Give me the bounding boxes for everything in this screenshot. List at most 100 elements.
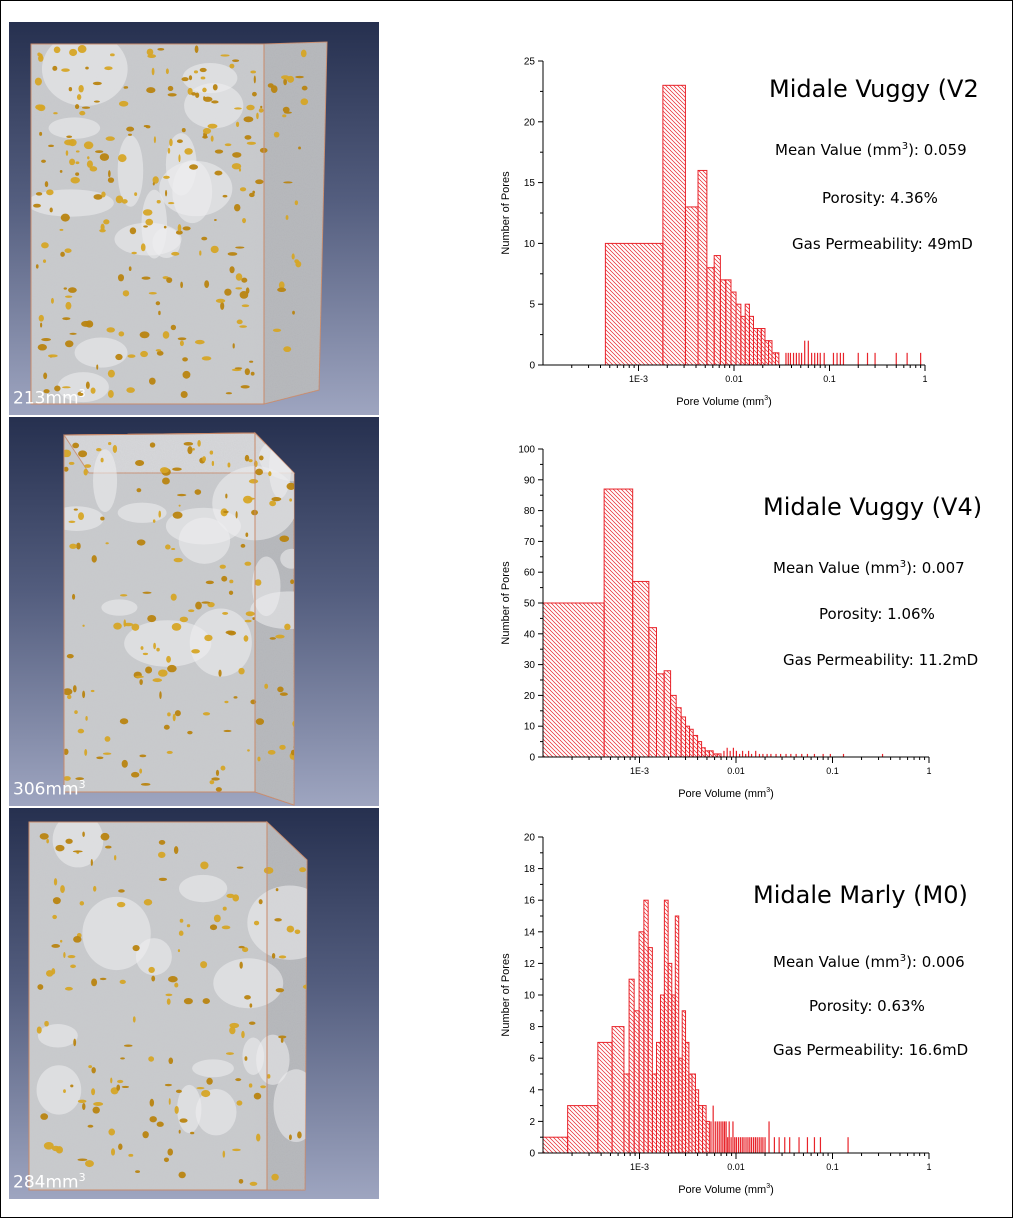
histogram-bar	[760, 328, 766, 366]
histogram-bar	[643, 899, 649, 1154]
axes: 0 2 4 6 8 10 12 14 16 18 20 1E-3 0.01 0.1 1 Pore Volume…	[500, 833, 932, 1197]
y-tick-label: 0	[529, 361, 535, 372]
histogram-bar	[662, 84, 686, 366]
x-tick-label: 1E-3	[630, 1162, 649, 1172]
y-tick-label: 18	[524, 864, 536, 875]
y-tick-label: 20	[524, 117, 536, 128]
histogram-bar	[674, 915, 680, 1154]
y-axis-title: Number of Pores	[500, 171, 512, 255]
y-tick-label: 10	[524, 991, 536, 1002]
pore-network	[36, 831, 307, 1186]
histogram-bar	[756, 328, 762, 366]
volume-label: 284mm3	[13, 1171, 86, 1193]
sample-name: Midale Vuggy (V4)	[763, 493, 983, 521]
histogram-bar	[659, 994, 665, 1154]
histogram-bar	[628, 978, 635, 1154]
histogram-bar	[611, 1026, 625, 1154]
rock-core-render-v2: 213mm3	[9, 22, 379, 415]
histogram-bar	[698, 1105, 704, 1154]
bars	[604, 84, 922, 366]
y-tick-label: 20	[524, 691, 536, 702]
x-tick-label: 1E-3	[629, 374, 648, 384]
y-tick-label: 0	[529, 1149, 535, 1160]
histogram-bar	[632, 580, 650, 758]
histogram-svg: 0 5 10 15 20 25 1E-3 0.01 0.1 1 Pore Volume (mm3) N…	[500, 57, 928, 409]
mean-value: Mean Value (mm3): 0.006	[773, 953, 965, 971]
histogram-bar	[680, 716, 687, 758]
rock-core-image	[30, 41, 328, 405]
gas-permeability: Gas Permeability: 49mD	[792, 235, 973, 253]
histogram-bar	[663, 899, 669, 1154]
x-axis-title: Pore Volume (mm3)	[678, 787, 774, 800]
histogram-bar	[651, 1073, 657, 1154]
histogram-bar	[670, 694, 677, 758]
y-tick-label: 40	[524, 629, 536, 640]
y-axis-title: Number of Pores	[500, 561, 512, 645]
histogram-bar	[706, 267, 715, 366]
rock-core-render-m0: 284mm3	[9, 808, 379, 1199]
histogram-bar	[708, 750, 714, 758]
y-tick-label: 70	[524, 537, 536, 548]
histogram-bar	[604, 242, 664, 366]
porosity: Porosity: 4.36%	[822, 189, 938, 207]
mean-value: Mean Value (mm3): 0.007	[773, 559, 965, 577]
gas-permeability: Gas Permeability: 16.6mD	[773, 1041, 969, 1059]
x-tick-label: 0.1	[826, 766, 839, 776]
y-axis-title: Number of Pores	[500, 953, 512, 1037]
histogram-bar	[597, 1041, 613, 1154]
histogram-bar	[681, 1010, 687, 1154]
y-tick-label: 20	[524, 833, 536, 844]
volume-label: 213mm3	[13, 387, 86, 409]
axes: 0 10 20 30 40 50 60 70 80 90 100 1E-3 0.01 0.1 1 Pore V…	[500, 445, 932, 801]
histogram-bar	[684, 206, 699, 366]
x-tick-label: 0.01	[727, 1162, 745, 1172]
porosity: Porosity: 0.63%	[809, 997, 925, 1015]
histogram-bar	[691, 1073, 696, 1154]
y-tick-label: 100	[518, 445, 535, 456]
histogram-bar	[655, 673, 665, 758]
histogram-bar	[623, 1073, 630, 1154]
x-axis-title: Pore Volume (mm3)	[676, 395, 772, 408]
x-tick-label: 0.01	[727, 766, 745, 776]
x-tick-label: 1	[926, 766, 931, 776]
y-tick-label: 16	[524, 896, 536, 907]
histogram-bar	[667, 962, 673, 1154]
y-tick-label: 80	[524, 506, 536, 517]
y-tick-label: 50	[524, 599, 536, 610]
histogram-bar	[730, 291, 737, 366]
histogram-bar	[735, 303, 742, 366]
x-axis-title: Pore Volume (mm3)	[678, 1183, 774, 1196]
histogram-bar	[638, 931, 645, 1154]
histogram-bar	[685, 725, 691, 758]
y-tick-label: 60	[524, 568, 536, 579]
histogram-bar	[671, 994, 676, 1154]
y-tick-label: 15	[524, 178, 536, 189]
x-tick-label: 0.1	[823, 374, 836, 384]
histogram-bar	[725, 279, 732, 366]
x-tick-label: 0.01	[725, 374, 743, 384]
y-tick-label: 12	[524, 959, 536, 970]
core-block	[63, 431, 296, 806]
histogram-bar	[678, 1057, 683, 1154]
mean-value: Mean Value (mm3): 0.059	[775, 141, 967, 159]
y-tick-label: 10	[524, 239, 536, 250]
pore-network	[33, 45, 309, 398]
histogram-svg: 0 10 20 30 40 50 60 70 80 90 100 1E-3 0.01 0.1 1 Pore V…	[500, 445, 932, 801]
histogram-bar	[744, 303, 750, 366]
histogram-bar	[542, 1136, 569, 1154]
bars	[542, 899, 849, 1154]
histogram-bar	[692, 734, 699, 758]
histogram-bar	[740, 315, 746, 366]
histogram-bar	[702, 1105, 707, 1154]
histogram-bar	[713, 255, 721, 366]
histogram-bar	[663, 670, 672, 758]
histogram-bar	[648, 627, 657, 758]
x-tick-label: 1E-3	[630, 766, 649, 776]
histogram-bar	[748, 315, 754, 366]
pore-volume-histogram-v2: 0 5 10 15 20 25 1E-3 0.01 0.1 1 Pore Volume (mm3) N…	[441, 41, 1012, 411]
x-tick-label: 1	[926, 1162, 931, 1172]
histogram-bar	[633, 1010, 640, 1154]
histogram-bar	[697, 169, 708, 366]
histogram-svg: 0 2 4 6 8 10 12 14 16 18 20 1E-3 0.01 0.1 1 Pore Volume…	[500, 833, 932, 1197]
